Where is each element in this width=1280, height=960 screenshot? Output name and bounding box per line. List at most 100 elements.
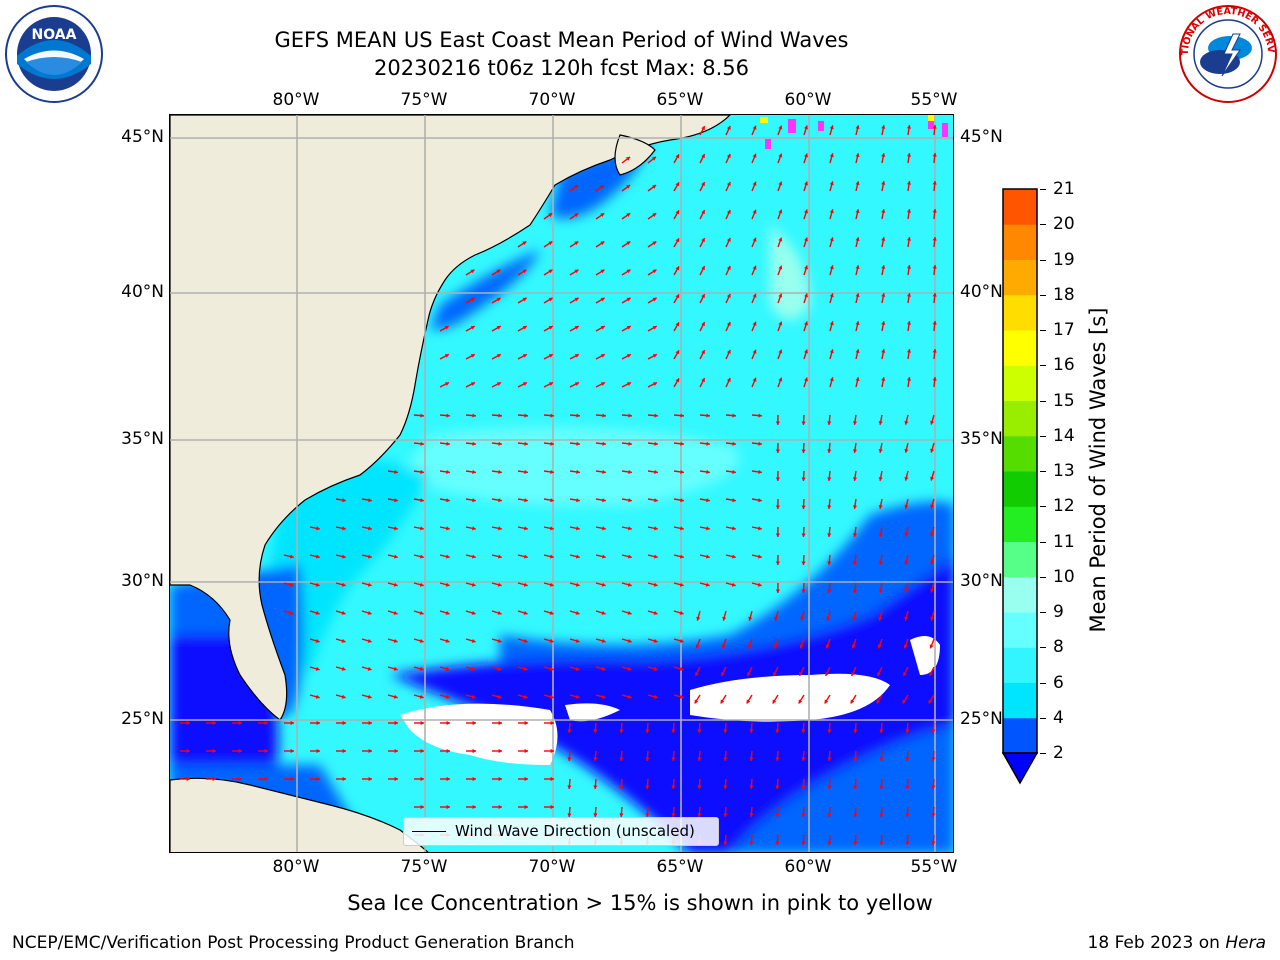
wave-direction-arrowhead [827,421,832,425]
wave-direction-arrowhead [775,785,780,789]
wave-direction-arrowhead [290,720,294,726]
map-gridlines [170,115,953,852]
wave-direction-arrowhead [600,354,605,358]
wave-direction-arrowhead [904,560,909,565]
wave-direction-arrowhead [752,181,757,186]
wave-direction-arrowhead [498,720,502,726]
lon-label-bottom: 70°W [528,857,576,877]
wave-direction-arrowhead [879,729,884,733]
wave-direction-arrowhead [368,748,372,754]
wave-direction-arrowhead [574,297,579,302]
wave-direction-arrowhead [393,666,398,671]
wave-direction-arrowhead [394,720,398,726]
wave-direction-arrowhead [824,699,829,704]
wave-direction-arrowhead [550,441,554,446]
wave-direction-arrowhead [853,785,858,789]
wave-direction-arrowhead [444,325,449,330]
colorbar-tick-label: 13 [1053,461,1075,481]
wave-direction-arrowhead [523,694,528,699]
wave-direction-arrowhead [626,213,631,217]
lat-label-left: 45°N [121,127,164,147]
wave-direction-arrowhead [628,441,632,446]
wave-direction-arrowhead [775,477,780,481]
wave-direction-arrowhead [752,293,757,298]
wave-direction-arrowhead [675,294,680,299]
wave-direction-arrowhead [524,720,528,726]
colorbar-segment [1003,541,1037,578]
wave-direction-arrowhead [930,588,935,593]
colorbar-tick-label: 2 [1053,743,1064,763]
wave-direction-arrowhead [701,126,705,131]
wave-direction-arrowhead [881,209,886,213]
wave-direction-arrowhead [877,644,882,649]
wave-direction-arrowhead [801,561,806,565]
wave-direction-arrowhead [829,293,834,298]
wave-direction-arrowhead [726,321,731,326]
wave-direction-arrowhead [706,526,710,531]
wave-direction-arrowhead [212,720,216,726]
wave-direction-arrowhead [758,413,762,418]
wave-direction-arrowhead [445,638,450,643]
colorbar-tick-mark [1040,612,1046,613]
wave-direction-arrowhead [420,804,424,810]
wave-direction-arrowhead [342,498,346,503]
wave-direction-arrowhead [602,441,606,446]
wave-direction-arrowhead [855,153,860,158]
wave-direction-arrowhead [575,666,580,671]
wave-direction-arrowhead [752,125,757,130]
wave-direction-arrowhead [567,757,572,761]
wave-direction-arrowhead [902,699,907,704]
wave-direction-arrowhead [654,469,658,475]
wave-direction-arrowhead [799,671,803,676]
wave-direction-arrowhead [341,610,346,615]
wave-direction-arrowhead [445,666,450,671]
wave-direction-arrowhead [931,841,936,845]
wave-direction-arrowhead [393,582,398,587]
wave-direction-arrowhead [726,181,731,186]
wave-direction-arrowhead [394,776,398,782]
wave-direction-arrowhead [732,469,736,475]
colorbar-tick-mark [1040,541,1046,543]
wave-direction-arrowhead [701,350,705,355]
wave-direction-arrowhead [752,377,757,382]
colorbar-tick-mark [1040,506,1046,508]
wave-direction-arrowhead [706,413,710,418]
wave-direction-arrowhead [290,748,294,754]
colorbar-tick-label: 11 [1053,531,1075,552]
wave-direction-arrowhead [697,785,702,789]
wave-period-map [170,115,953,852]
colorbar-tick-label: 12 [1053,496,1075,517]
wave-direction-arrowhead [879,841,884,845]
wave-direction-arrowhead [904,420,909,425]
wave-direction-arrowhead [523,610,528,615]
wave-direction-arrowhead [775,589,780,593]
wave-direction-arrowhead [881,377,886,381]
wave-direction-arrowhead [749,729,754,733]
wave-direction-arrowhead [472,413,476,418]
wave-direction-arrowhead [523,582,528,587]
wave-direction-arrowhead [393,694,398,699]
wave-direction-arrowhead [497,638,502,643]
wave-direction-arrowhead [498,748,502,754]
no-data-areas [400,636,940,765]
wave-direction-arrowhead [446,413,450,418]
wave-direction-arrowhead [731,582,736,587]
wave-direction-arrowhead [498,526,502,531]
colorbar-tick-label: 4 [1053,707,1064,728]
wave-direction-arrowhead [368,526,372,531]
wave-direction-arrowhead [212,748,216,754]
wave-direction-arrowhead [289,554,294,559]
wave-direction-arrowhead [721,671,725,676]
wave-direction-arrowhead [829,265,834,270]
wave-direction-arrowhead [827,729,832,733]
wave-direction-arrowhead [932,321,937,325]
wave-direction-arrowhead [701,154,705,159]
wave-direction-arrowhead [600,185,605,189]
wave-direction-arrowhead [778,321,783,326]
wave-direction-arrowhead [600,297,605,302]
wave-direction-arrowhead [804,181,809,186]
wave-direction-arrowhead [829,237,834,242]
wave-direction-arrowhead [420,469,424,475]
wave-direction-arrowhead [471,638,476,643]
wave-direction-arrowhead [732,413,736,418]
